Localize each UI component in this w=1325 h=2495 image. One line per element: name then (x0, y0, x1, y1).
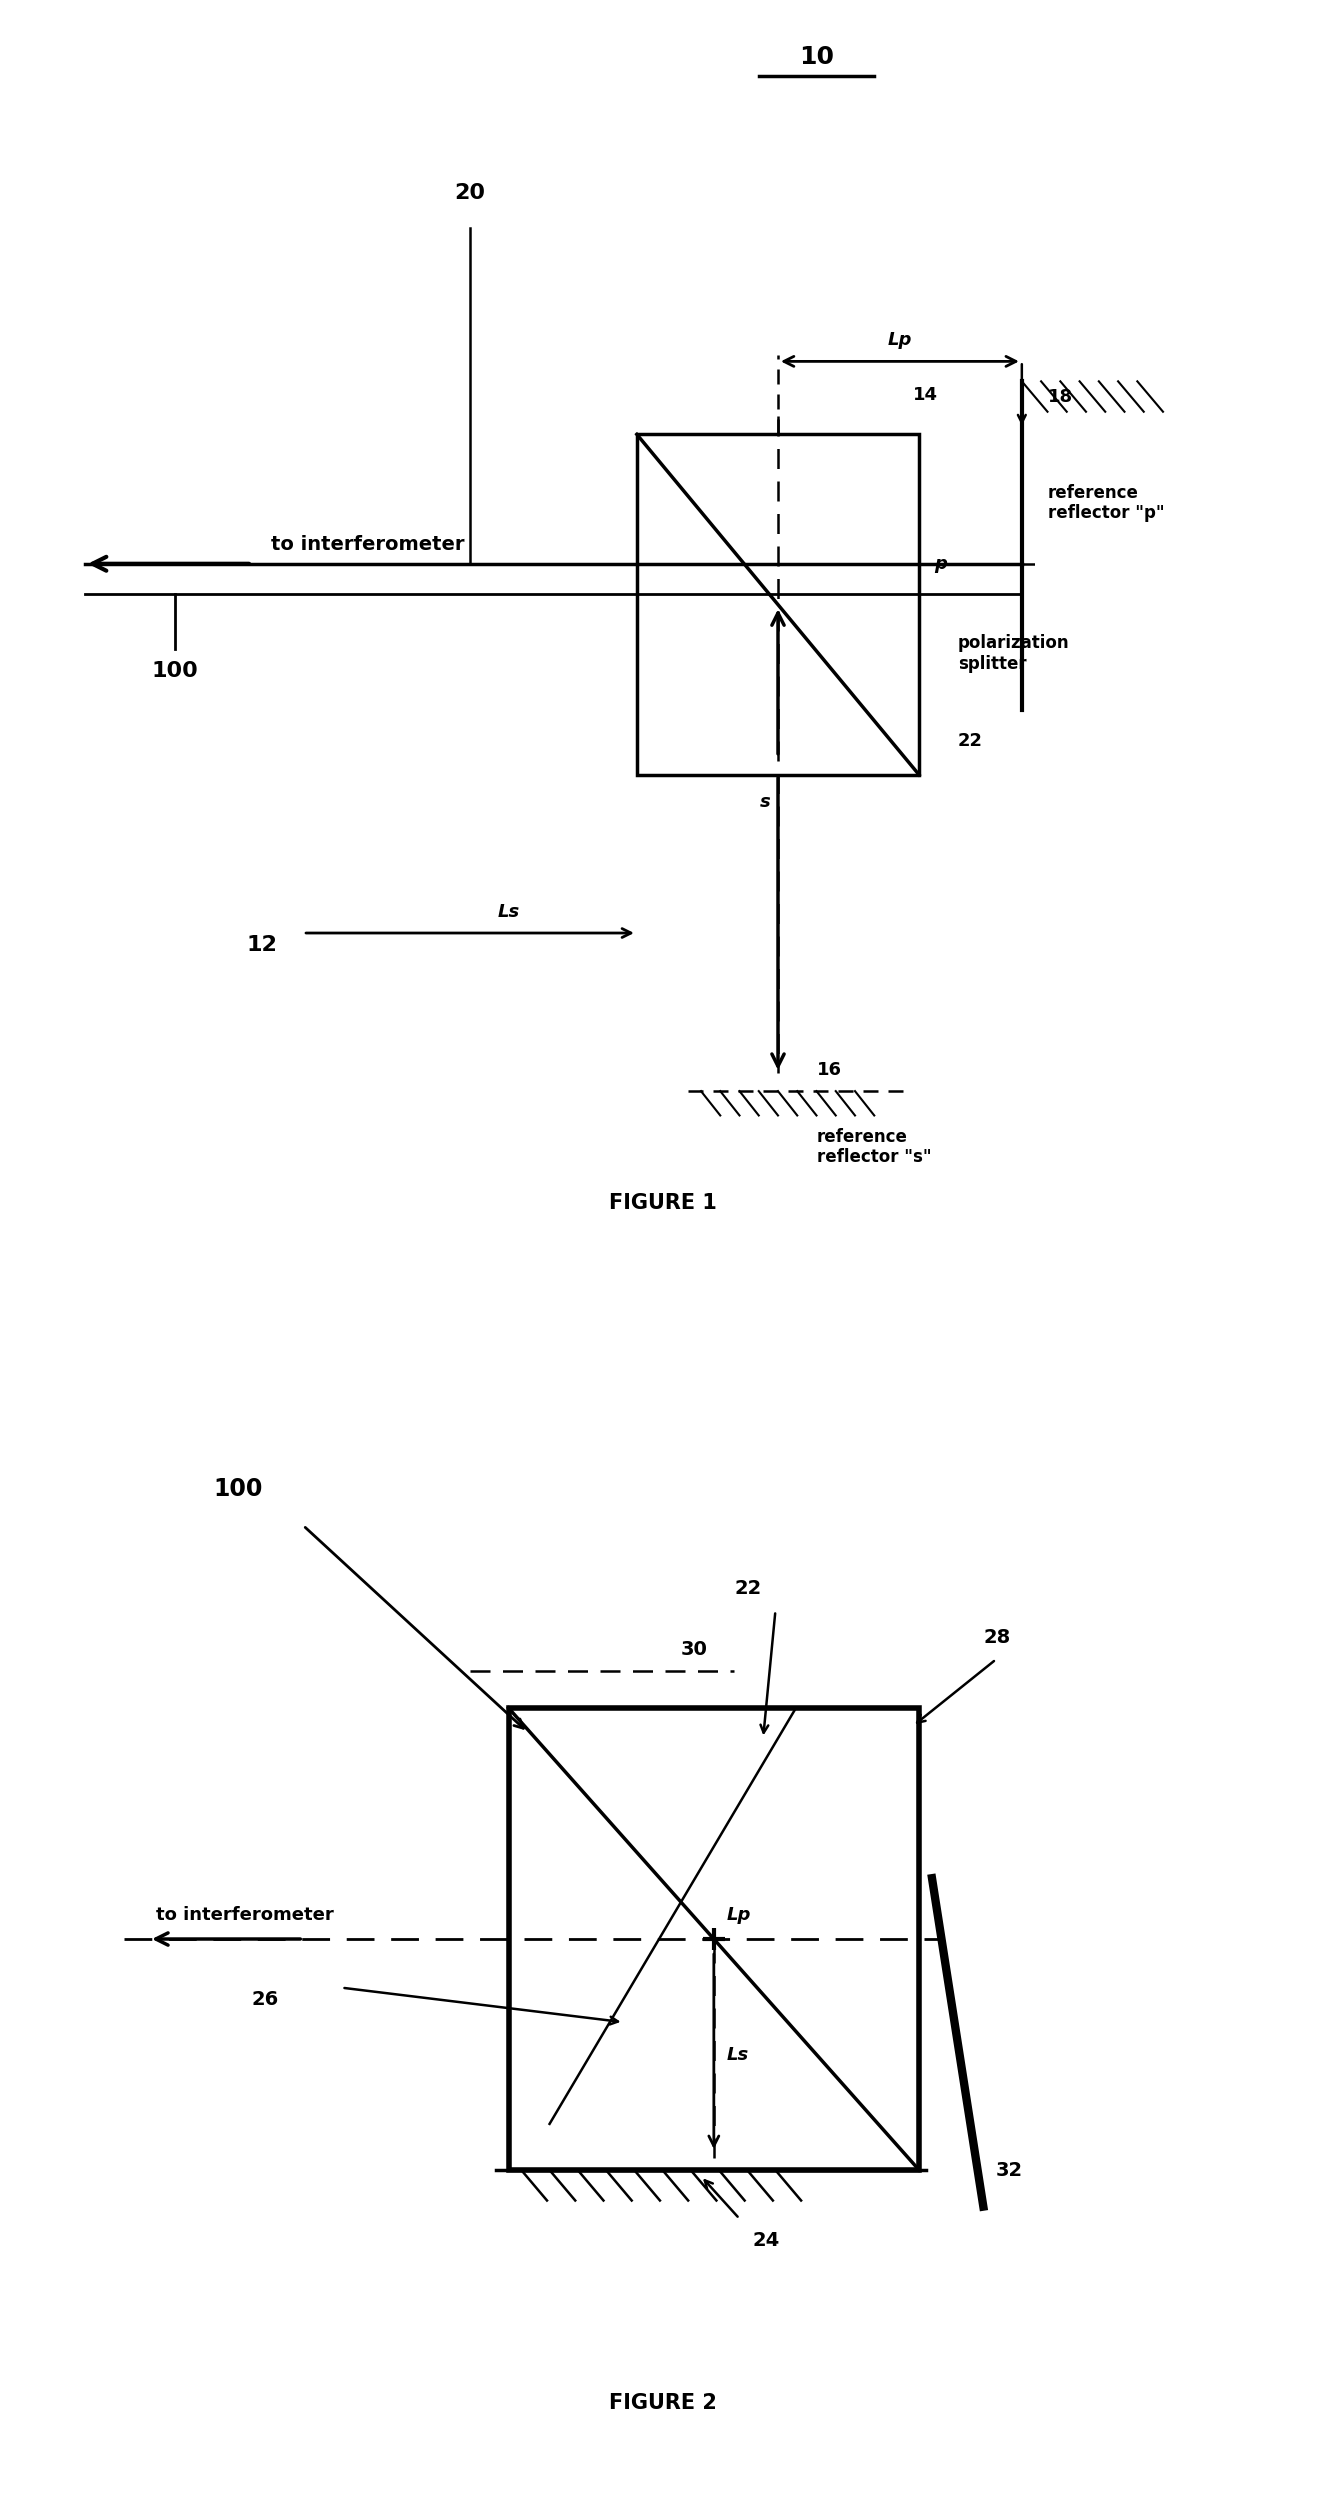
Text: 10: 10 (799, 45, 833, 70)
Text: reference
reflector "s": reference reflector "s" (816, 1128, 931, 1168)
Text: FIGURE 1: FIGURE 1 (608, 1193, 717, 1213)
Text: to interferometer: to interferometer (155, 1906, 334, 1924)
Text: FIGURE 2: FIGURE 2 (608, 2393, 717, 2413)
Text: 100: 100 (151, 661, 199, 681)
Text: 18: 18 (1048, 387, 1073, 407)
Text: 22: 22 (734, 1579, 762, 1599)
Bar (509, 1709, 920, 2171)
Text: reference
reflector "p": reference reflector "p" (1048, 484, 1165, 521)
Text: 28: 28 (983, 1629, 1011, 1647)
Text: 16: 16 (816, 1060, 841, 1078)
Text: to interferometer: to interferometer (272, 534, 465, 554)
Text: p: p (934, 554, 947, 574)
Text: s: s (759, 793, 771, 811)
Text: 12: 12 (246, 936, 277, 956)
Text: 26: 26 (252, 1991, 280, 2008)
Text: 32: 32 (996, 2161, 1023, 2181)
Text: 22: 22 (958, 734, 983, 751)
Bar (637, 434, 920, 776)
Text: 30: 30 (681, 1639, 708, 1659)
Text: 24: 24 (753, 2231, 779, 2250)
Text: Ls: Ls (497, 903, 519, 921)
Text: Ls: Ls (726, 2046, 749, 2063)
Text: 20: 20 (454, 182, 485, 202)
Text: 14: 14 (913, 387, 938, 404)
Text: Lp: Lp (726, 1906, 751, 1924)
Text: Lp: Lp (888, 332, 912, 349)
Text: 100: 100 (213, 1477, 262, 1502)
Text: polarization
splitter: polarization splitter (958, 634, 1069, 674)
